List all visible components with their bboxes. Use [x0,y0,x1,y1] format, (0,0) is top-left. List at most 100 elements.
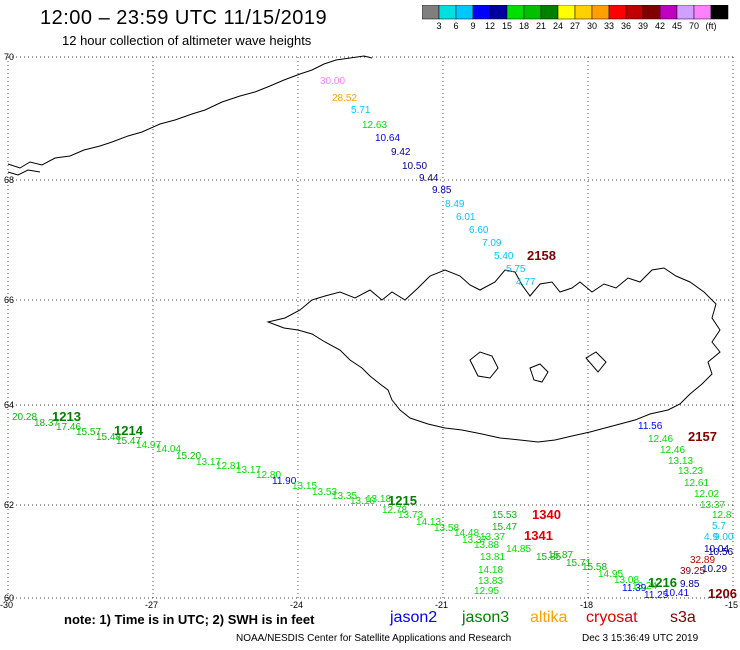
colorbar-swatch [710,5,729,20]
colorbar-label: 18 [518,21,529,31]
wave-height-value: 12.81 [216,461,241,472]
colorbar-label: 27 [569,21,580,31]
wave-height-value: 13.58 [434,523,459,534]
wave-height-value: 6.60 [469,225,489,236]
wave-height-value: 12.63 [362,120,387,131]
wave-height-value: 12.02 [694,489,719,500]
lat-label: 68 [4,175,15,185]
wave-height-value: 5.75 [506,264,526,275]
satellite-name: s3a [670,609,696,626]
iceland-lake-3 [585,351,607,373]
wave-height-value: 9.42 [391,147,411,158]
wave-height-value: 10.29 [702,564,727,575]
wave-height-value: 13.53 [312,487,337,498]
colorbar-label: 12 [484,21,495,31]
satellite-name: jason3 [462,609,510,626]
colorbar-label: 36 [620,21,631,31]
iceland-coast [266,267,721,443]
wave-height-value: 15.20 [176,451,201,462]
map-subtitle: 12 hour collection of altimeter wave hei… [62,33,312,48]
wave-height-value: 6.01 [456,212,476,223]
lon-label: -21 [435,600,449,610]
coastline [7,55,721,443]
colorbar-label: 21 [535,21,546,31]
wave-height-value: 11.90 [272,476,297,487]
wave-height-value: 11.25 [644,590,669,601]
wave-height-value: 13.81 [480,552,505,563]
lat-label: 66 [4,295,15,305]
wave-height-value: 14.04 [156,444,181,455]
lat-label: 64 [4,400,15,410]
colorbar-label: 30 [586,21,597,31]
wave-height-value: 7.09 [482,238,502,249]
satellite-name: jason2 [390,609,438,626]
pass-time-label: 2157 [688,429,717,444]
wave-height-value: 10.41 [664,588,689,599]
lat-label: 62 [4,500,15,510]
wave-height-value: 10.04 [704,544,729,555]
wave-height-value: 4.9 [704,532,718,543]
colorbar-label: (ft) [705,21,717,31]
colorbar-label: 33 [603,21,614,31]
wave-height-value: 10.50 [402,161,427,172]
colorbar-label: 6 [453,21,459,31]
wave-height-value: 15.57 [76,427,101,438]
wave-height-value: 12.80 [256,470,281,481]
wave-height-value: 13.83 [478,576,503,587]
wave-height-value: 20.28 [12,412,37,423]
pass-time-label: 2158 [527,248,556,263]
wave-height-value: 5.7 [712,521,726,532]
wave-height-value: 5.71 [351,105,371,116]
wave-height-value: 13.18 [366,494,391,505]
wave-height-value: 14.95 [598,569,623,580]
lat-label: 60 [4,593,15,603]
credit-date: Dec 3 15:36:49 UTC 2019 [582,633,699,644]
pass-time-label: 1214 [114,423,144,438]
wave-height-value: 14.18 [478,565,503,576]
pass-time-label: 1215 [388,493,417,508]
wave-height-value: 13.37 [462,535,487,546]
lon-label: -30 [0,600,14,610]
wave-height-value: 12.8 [712,510,732,521]
wave-height-value: 13.37 [480,532,505,543]
greenland-coast [7,55,373,169]
lon-label: -24 [290,600,304,610]
wave-height-value: 14.97 [136,440,161,451]
wave-height-value: 12.78 [382,505,407,516]
wave-height-value: 13.17 [196,457,221,468]
colorbar-label: 9 [470,21,476,31]
wave-height-value: 13.15 [292,481,317,492]
wave-height-value: 10.56 [708,547,733,558]
lat-label: 70 [4,52,15,62]
wave-height-value: 11.56 [638,421,663,432]
wave-height-value: 11.39 [622,583,647,594]
wave-height-value: 13.73 [398,510,423,521]
wave-height-value: 13.13 [668,456,693,467]
map-title: 12:00 – 23:59 UTC 11/15/2019 [40,7,328,29]
wave-height-value: 9.44 [419,173,439,184]
wave-height-value: 13.24 [632,581,657,592]
wave-height-value: 28.52 [332,93,357,104]
wave-height-value: 13.23 [678,466,703,477]
wave-height-value: 12.95 [474,586,499,597]
pass-time-label: 1213 [52,409,81,424]
wave-height-value: 9.85 [432,185,452,196]
pass-time-label: 1340 [532,507,561,522]
wave-height-value: 14.85 [506,544,531,555]
pass-time-label: 1341 [524,528,553,543]
colorbar-label: 24 [552,21,563,31]
wave-height-value: 15.87 [548,550,573,561]
colorbar-label: 70 [688,21,699,31]
wave-height-value: 13.10 [350,496,375,507]
wave-height-value: 13.08 [614,575,639,586]
satellite-name: cryosat [586,609,638,626]
wave-height-value: 12.46 [660,445,685,456]
wave-height-value: 15.48 [96,432,121,443]
credit-text: NOAA/NESDIS Center for Satellite Applica… [236,633,512,644]
wave-height-value: 14.48 [454,528,479,539]
wave-height-value: 5.40 [494,251,514,262]
wave-height-value: 10.64 [375,133,400,144]
wave-height-value: 39.25 [680,566,705,577]
lon-label: -15 [725,600,739,610]
wave-height-value: 13.37 [700,500,725,511]
